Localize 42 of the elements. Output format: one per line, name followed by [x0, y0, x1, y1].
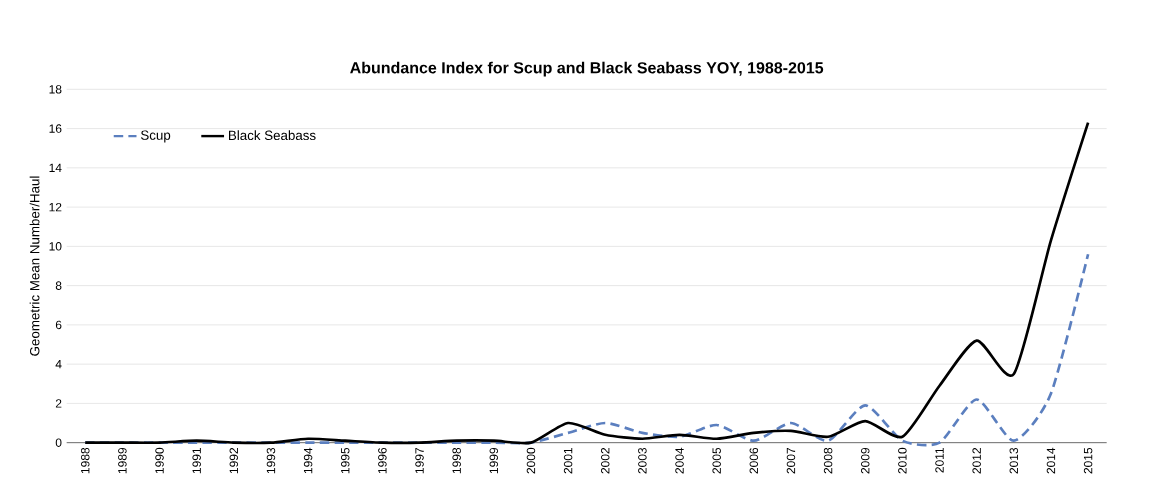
- x-tick-label: 2000: [526, 448, 536, 474]
- y-tick-label: 10: [49, 242, 62, 251]
- y-tick-label: 12: [49, 203, 62, 212]
- y-tick-label: 8: [55, 281, 62, 291]
- y-tick-label: 18: [49, 85, 62, 94]
- x-tick-label: 2010: [898, 448, 907, 474]
- x-tick-label: 2001: [563, 448, 573, 474]
- x-tick-label: 2007: [786, 448, 796, 474]
- x-tick-label: 2005: [712, 448, 721, 474]
- x-tick-label: 1998: [452, 448, 461, 474]
- y-tick-label: 4: [55, 360, 62, 369]
- x-tick-label: 2003: [638, 448, 647, 474]
- x-tick-label: 1997: [415, 448, 424, 474]
- x-tick-label: 2009: [860, 448, 870, 474]
- legend-label: Black Seabass: [229, 130, 316, 141]
- y-axis-title: Geometric Mean Number/Haul: [29, 176, 40, 356]
- x-tick-label: 1994: [303, 447, 313, 474]
- x-tick-label: 2008: [823, 448, 833, 474]
- x-tick-label: 1995: [340, 448, 350, 474]
- y-tick-label: 6: [55, 320, 62, 330]
- x-tick-label: 1991: [192, 448, 201, 474]
- x-tick-label: 2006: [749, 448, 759, 474]
- x-tick-label: 2004: [675, 447, 684, 474]
- x-tick-label: 1993: [266, 448, 276, 474]
- x-tick-label: 1999: [489, 448, 499, 474]
- x-tick-label: 1996: [378, 448, 387, 474]
- x-tick-label: 2002: [600, 448, 610, 474]
- legend-label: Scup: [140, 130, 171, 143]
- y-tick-label: 2: [55, 399, 62, 408]
- x-tick-label: 2012: [972, 448, 981, 474]
- x-tick-label: 1988: [80, 448, 90, 474]
- y-tick-label: 16: [49, 124, 62, 134]
- x-tick-label: 1990: [155, 448, 164, 474]
- chart-title: Abundance Index for Scup and Black Seabass YOY, 1988-2015: [350, 61, 824, 77]
- y-tick-label: 14: [49, 163, 62, 173]
- x-tick-label: 2011: [935, 448, 944, 473]
- x-tick-label: 1992: [229, 448, 239, 474]
- x-tick-label: 2014: [1046, 447, 1056, 474]
- x-tick-label: 1989: [118, 448, 127, 474]
- y-tick-label: 0: [55, 438, 62, 448]
- x-tick-label: 2013: [1009, 448, 1019, 474]
- x-tick-label: 2015: [1083, 448, 1093, 474]
